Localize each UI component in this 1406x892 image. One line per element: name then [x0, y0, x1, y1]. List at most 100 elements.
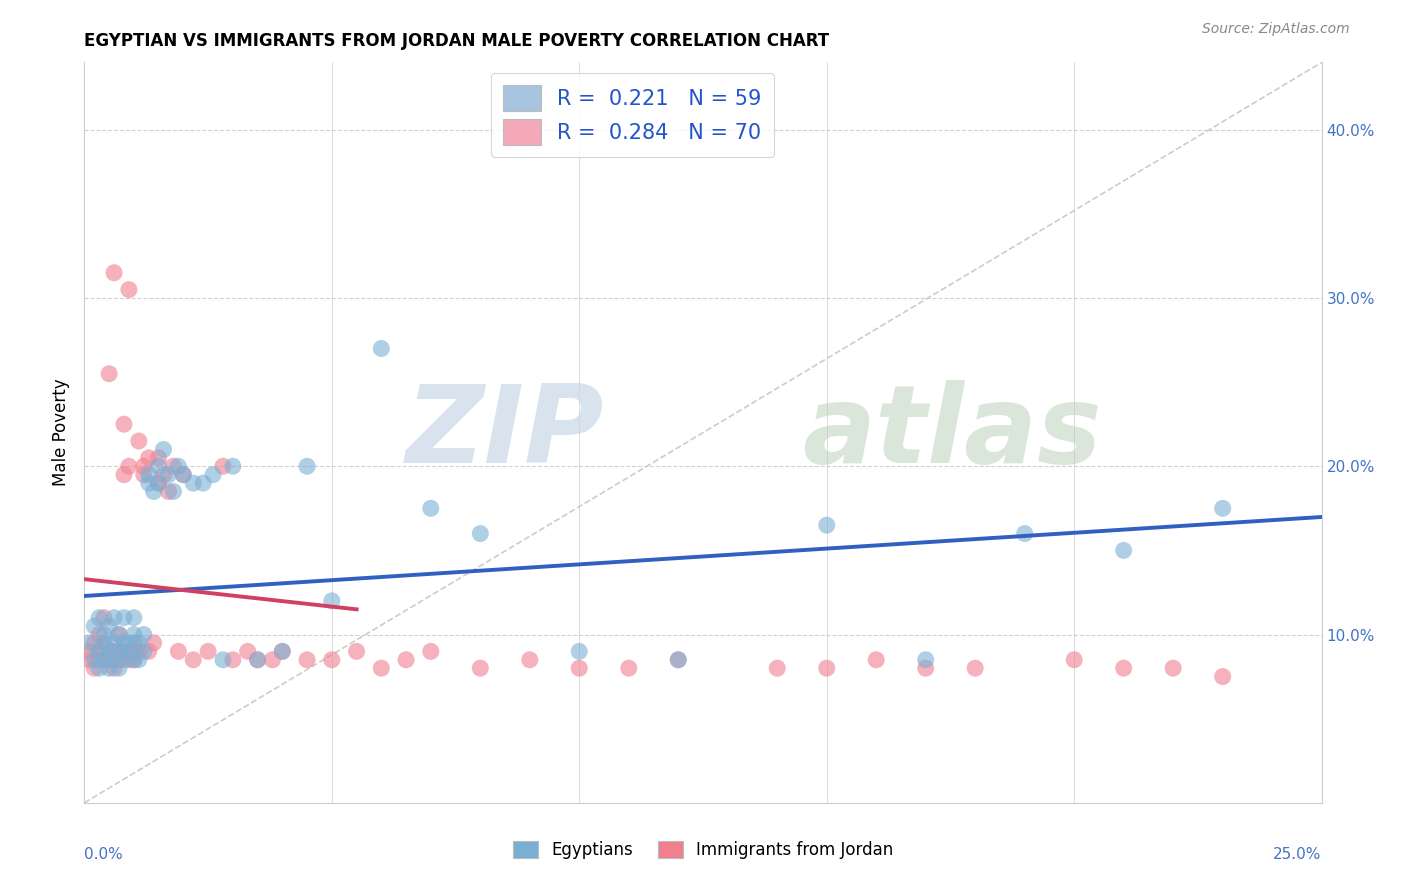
Point [103, 266, 125, 280]
Point [212, 459, 235, 474]
Point [321, 653, 343, 667]
Point [89, 661, 111, 675]
Point [138, 450, 160, 465]
Point [108, 661, 131, 675]
Point [370, 661, 392, 675]
Point [103, 661, 125, 675]
Point [914, 661, 936, 675]
Point [202, 467, 225, 482]
Point [172, 467, 194, 482]
Point [83, 653, 105, 667]
Point [148, 476, 170, 491]
Point [132, 467, 155, 482]
Point [122, 610, 145, 624]
Point [89, 627, 111, 641]
Point [419, 501, 441, 516]
Point [1212, 501, 1234, 516]
Point [1212, 670, 1234, 684]
Point [132, 627, 155, 641]
Point [815, 518, 838, 533]
Point [98, 644, 121, 658]
Point [112, 636, 135, 650]
Y-axis label: Male Poverty: Male Poverty [52, 379, 70, 486]
Point [148, 476, 170, 491]
Point [83, 619, 105, 633]
Point [162, 484, 184, 499]
Point [246, 653, 269, 667]
Point [617, 661, 640, 675]
Point [108, 644, 131, 658]
Point [118, 459, 141, 474]
Point [152, 442, 174, 457]
Point [103, 610, 125, 624]
Point [815, 661, 838, 675]
Point [965, 661, 987, 675]
Text: atlas: atlas [801, 380, 1102, 485]
Point [470, 526, 492, 541]
Point [89, 610, 111, 624]
Point [112, 417, 135, 432]
Point [666, 653, 689, 667]
Point [138, 644, 160, 658]
Point [122, 653, 145, 667]
Point [98, 653, 121, 667]
Text: Source: ZipAtlas.com: Source: ZipAtlas.com [1202, 22, 1350, 37]
Point [148, 450, 170, 465]
Point [271, 644, 294, 658]
Point [568, 644, 591, 658]
Point [148, 459, 170, 474]
Point [108, 653, 131, 667]
Point [1112, 543, 1135, 558]
Point [118, 283, 141, 297]
Point [142, 484, 165, 499]
Point [138, 476, 160, 491]
Point [172, 467, 194, 482]
Text: EGYPTIAN VS IMMIGRANTS FROM JORDAN MALE POVERTY CORRELATION CHART: EGYPTIAN VS IMMIGRANTS FROM JORDAN MALE … [84, 32, 830, 50]
Point [112, 610, 135, 624]
Point [181, 653, 204, 667]
Point [419, 644, 441, 658]
Point [93, 653, 115, 667]
Point [246, 653, 269, 667]
Point [112, 467, 135, 482]
Point [236, 644, 259, 658]
Point [191, 476, 214, 491]
Point [93, 636, 115, 650]
Point [152, 467, 174, 482]
Point [132, 644, 155, 658]
Point [271, 644, 294, 658]
Point [93, 636, 115, 650]
Point [122, 644, 145, 658]
Point [222, 653, 245, 667]
Point [1161, 661, 1184, 675]
Point [568, 661, 591, 675]
Point [370, 342, 392, 356]
Text: 0.0%: 0.0% [84, 847, 124, 863]
Point [112, 653, 135, 667]
Point [1063, 653, 1085, 667]
Point [98, 367, 121, 381]
Point [167, 644, 190, 658]
Point [118, 644, 141, 658]
Text: ZIP: ZIP [406, 380, 605, 485]
Point [103, 636, 125, 650]
Legend: R =  0.221   N = 59, R =  0.284   N = 70: R = 0.221 N = 59, R = 0.284 N = 70 [491, 73, 775, 157]
Point [93, 627, 115, 641]
Point [914, 653, 936, 667]
Point [112, 644, 135, 658]
Point [167, 459, 190, 474]
Point [122, 653, 145, 667]
Point [79, 644, 101, 658]
Point [321, 594, 343, 608]
Point [212, 653, 235, 667]
Point [865, 653, 887, 667]
Point [262, 653, 284, 667]
Point [222, 459, 245, 474]
Point [128, 636, 150, 650]
Point [128, 434, 150, 448]
Point [1112, 661, 1135, 675]
Legend: Egyptians, Immigrants from Jordan: Egyptians, Immigrants from Jordan [506, 834, 900, 866]
Point [181, 476, 204, 491]
Point [295, 653, 318, 667]
Point [122, 627, 145, 641]
